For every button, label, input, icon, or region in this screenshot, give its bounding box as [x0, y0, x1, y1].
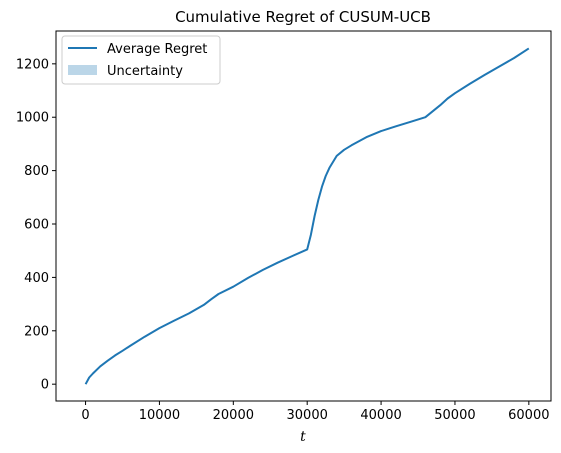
legend: Average Regret Uncertainty	[61, 35, 221, 85]
x-tick-label: 10000	[139, 408, 180, 423]
x-tick-label: 40000	[360, 408, 401, 423]
legend-box	[61, 35, 221, 85]
x-axis-label: t	[300, 429, 306, 445]
series-line-average-regret	[84, 47, 530, 385]
y-axis: 0 200 400 600 800 1000 1200	[16, 57, 56, 393]
x-tick-label: 30000	[287, 408, 328, 423]
y-tick-label: 600	[24, 218, 49, 233]
x-tick-label: 20000	[213, 408, 254, 423]
plot-area	[84, 47, 530, 385]
y-tick-label: 200	[24, 324, 49, 339]
y-tick-label: 800	[24, 164, 49, 179]
y-tick-label: 1000	[16, 111, 49, 126]
x-tick-label: 60000	[508, 408, 549, 423]
legend-label-average-regret: Average Regret	[107, 42, 207, 57]
x-tick-label: 50000	[434, 408, 475, 423]
y-tick-label: 1200	[16, 57, 49, 72]
y-tick-label: 400	[24, 271, 49, 286]
axes-frame	[55, 30, 552, 402]
chart-title: Cumulative Regret of CUSUM-UCB	[175, 8, 431, 26]
y-tick-label: 0	[41, 378, 49, 393]
x-axis: 0 10000 20000 30000 40000 50000 60000	[81, 401, 550, 423]
x-tick-label: 0	[81, 408, 89, 423]
legend-band-swatch	[68, 65, 97, 75]
legend-label-uncertainty: Uncertainty	[107, 64, 183, 79]
